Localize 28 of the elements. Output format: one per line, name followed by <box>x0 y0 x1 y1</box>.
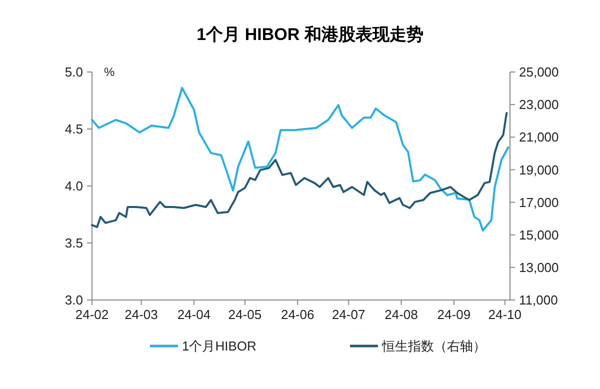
y2-tick-label: 11,000 <box>519 292 558 308</box>
y-tick-label: 4.5 <box>64 122 83 137</box>
y2-tick-label: 23,000 <box>519 97 559 112</box>
y2-tick-label: 19,000 <box>519 162 559 178</box>
x-tick-label: 24-02 <box>75 307 109 322</box>
y-tick-label: 3.5 <box>64 236 83 251</box>
y2-tick-label: 25,000 <box>519 64 559 80</box>
line-series <box>91 86 510 232</box>
x-tick-label: 24-10 <box>488 307 522 322</box>
chart-title: 1个月 HIBOR 和港股表现走势 <box>196 25 424 44</box>
y-tick-label: 3.0 <box>64 292 83 308</box>
x-tick-label: 24-06 <box>280 307 314 322</box>
x-tick-label: 24-07 <box>332 307 366 322</box>
legend-label: 恒生指数（右轴） <box>381 338 486 354</box>
x-tick-label: 24-08 <box>384 307 418 322</box>
legend-label: 1个月HIBOR <box>182 338 256 354</box>
x-tick-label: 24-09 <box>437 307 471 322</box>
y-tick-label: 4.0 <box>64 178 83 194</box>
y2-tick-label: 15,000 <box>519 227 559 242</box>
y2-tick-label: 13,000 <box>519 260 559 275</box>
y-tick-label: 5.0 <box>64 64 83 80</box>
line-series <box>91 112 508 228</box>
y-axis-title: % <box>104 65 115 79</box>
y2-tick-label: 17,000 <box>519 194 559 210</box>
x-tick-label: 24-04 <box>177 307 211 322</box>
y2-tick-label: 21,000 <box>519 130 559 145</box>
x-tick-label: 24-03 <box>124 307 158 322</box>
x-tick-label: 24-05 <box>228 307 262 322</box>
